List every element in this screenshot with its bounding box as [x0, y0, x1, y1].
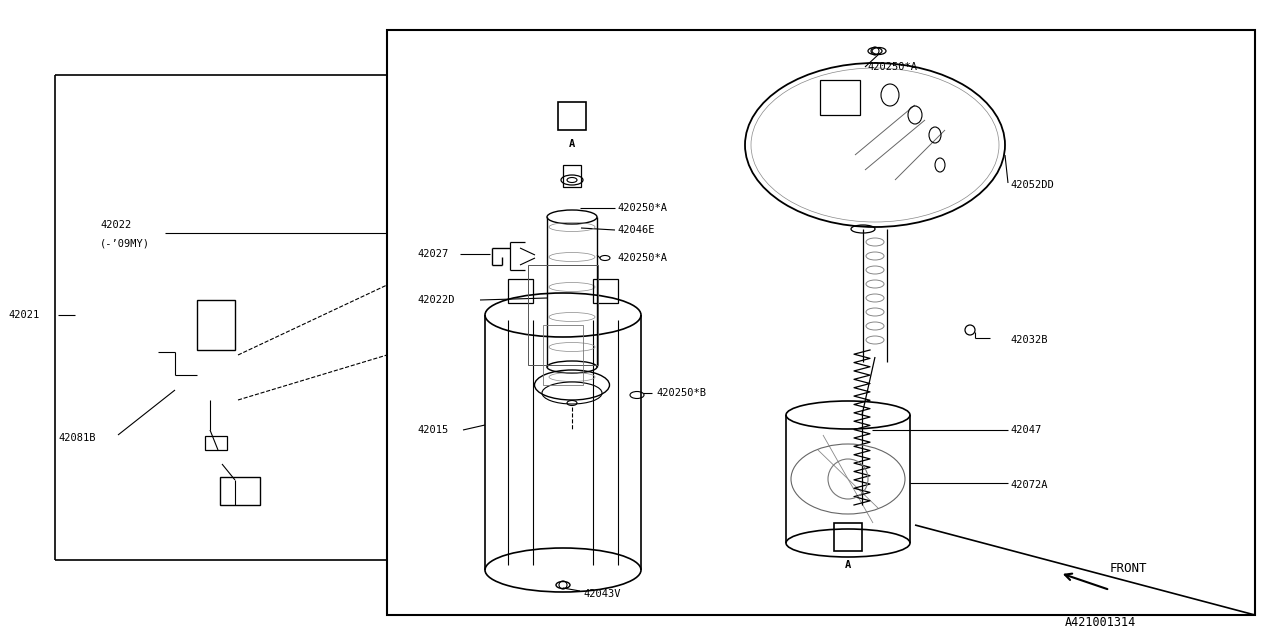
Text: A421001314: A421001314: [1065, 616, 1137, 628]
Bar: [197, 300, 236, 350]
Bar: [593, 279, 618, 303]
Bar: [220, 477, 260, 505]
Text: 42052DD: 42052DD: [1010, 180, 1053, 190]
Text: 42015: 42015: [417, 425, 448, 435]
Bar: [508, 279, 532, 303]
Bar: [558, 102, 586, 130]
Text: 42047: 42047: [1010, 425, 1041, 435]
Text: 42021: 42021: [8, 310, 40, 320]
Bar: [529, 265, 598, 365]
Text: FRONT: FRONT: [1110, 561, 1147, 575]
Text: 42046E: 42046E: [617, 225, 654, 235]
Bar: [563, 165, 581, 187]
Text: 42032B: 42032B: [1010, 335, 1047, 345]
Text: 42043V: 42043V: [582, 589, 621, 599]
Text: 42027: 42027: [417, 249, 448, 259]
Bar: [835, 523, 861, 551]
Text: 420250*A: 420250*A: [617, 203, 667, 213]
Text: 420250*A: 420250*A: [617, 253, 667, 263]
Bar: [820, 80, 860, 115]
Text: 42081B: 42081B: [58, 433, 96, 443]
Text: A: A: [845, 560, 851, 570]
Text: 42022D: 42022D: [417, 295, 454, 305]
Text: 420250*A: 420250*A: [867, 62, 916, 72]
Bar: [543, 325, 582, 385]
Text: 42072A: 42072A: [1010, 480, 1047, 490]
Bar: [387, 30, 1254, 615]
Text: (-’09MY): (-’09MY): [100, 238, 150, 248]
Text: 42022: 42022: [100, 220, 132, 230]
Bar: [205, 436, 227, 450]
Text: A: A: [568, 139, 575, 149]
Text: 420250*B: 420250*B: [657, 388, 707, 398]
